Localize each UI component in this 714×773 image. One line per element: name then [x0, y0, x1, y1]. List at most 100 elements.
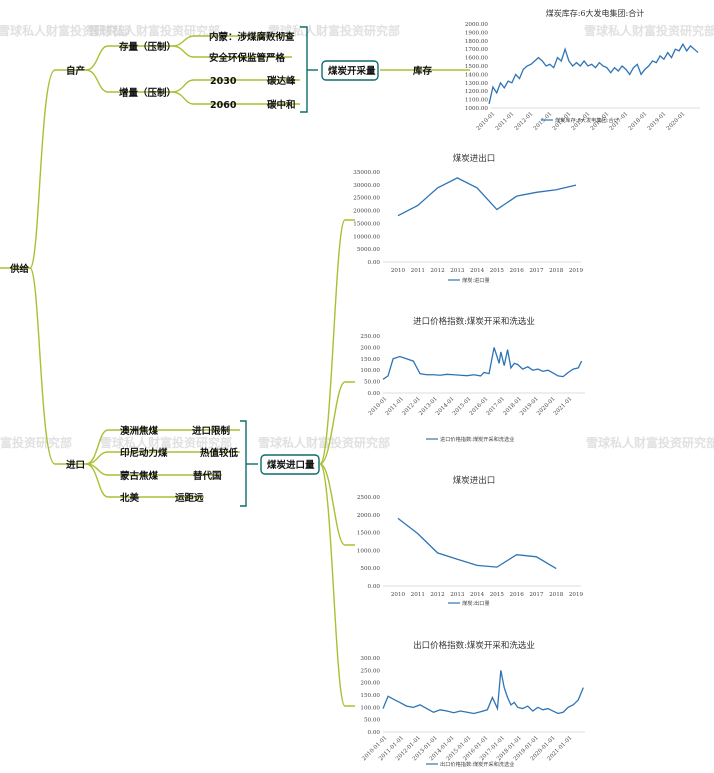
- x-tick-label: 2010-01: [476, 111, 497, 132]
- chart-title: 煤炭进出口: [453, 153, 496, 164]
- x-tick-label: 2021-01: [553, 396, 574, 417]
- x-tick-label: 2015: [490, 268, 505, 274]
- watermark-text: 雪球私人财富投资研究部: [0, 23, 130, 38]
- chart-title: 进口价格指数:煤炭开采和洗选业: [413, 316, 535, 327]
- x-tick-label: 2020-01: [666, 111, 687, 132]
- increment-year-2030[interactable]: 2030: [210, 76, 237, 87]
- x-tick-label: 2014: [470, 268, 485, 274]
- y-tick-label: 1500.00: [357, 531, 381, 537]
- y-tick-label: 5000.00: [357, 247, 381, 253]
- y-tick-label: 0.00: [368, 584, 381, 590]
- y-tick-label: 2500.00: [357, 495, 381, 501]
- watermark-text: 雪球私人财富投资研究部: [586, 435, 714, 450]
- series-line: [382, 670, 584, 715]
- y-tick-label: 1400.00: [465, 72, 489, 78]
- import-source-mongolia[interactable]: 蒙古焦煤: [120, 470, 159, 482]
- legend-label: 出口价格指数:煤炭开采和洗选业: [440, 760, 514, 768]
- chart-title: 出口价格指数:煤炭开采和洗选业: [413, 640, 535, 651]
- import-reason-indonesia[interactable]: 热值较低: [200, 447, 239, 459]
- x-tick-label: 2013: [450, 268, 465, 274]
- coal-mining-box[interactable]: [321, 60, 379, 81]
- increment-target-neutral[interactable]: 碳中和: [267, 99, 296, 111]
- y-tick-label: 100.00: [360, 368, 380, 374]
- y-tick-label: 0.00: [368, 391, 381, 397]
- x-tick-label: 2012-01: [514, 111, 535, 132]
- coal-import-box[interactable]: [260, 454, 320, 475]
- x-tick-label: 2011: [411, 592, 425, 598]
- y-tick-label: 250.00: [360, 334, 380, 340]
- x-tick-label: 2010: [391, 592, 406, 598]
- x-tick-label: 2012: [430, 268, 445, 274]
- x-tick-label: 2012: [430, 592, 445, 598]
- increment-year-2060[interactable]: 2060: [210, 100, 237, 111]
- import-reason-australia[interactable]: 进口限制: [192, 425, 231, 437]
- stock-item-inner-mongolia[interactable]: 内蒙：涉煤腐败彻查: [209, 31, 295, 43]
- watermark-text: 雪球私人财富投资研究部: [88, 23, 220, 38]
- import-source-indonesia[interactable]: 印尼动力煤: [120, 447, 168, 459]
- x-tick-label: 2013-01: [533, 111, 554, 132]
- increment-target-peak[interactable]: 碳达峰: [267, 75, 296, 87]
- x-tick-label: 2013: [450, 592, 465, 598]
- legend-label: 煤炭:出口量: [462, 599, 490, 607]
- x-tick-label: 2019-01: [647, 111, 668, 132]
- import-source-north-america[interactable]: 北美: [120, 492, 140, 504]
- x-tick-label: 2017: [529, 592, 544, 598]
- y-tick-label: 150.00: [360, 693, 380, 699]
- y-tick-label: 35000.00: [353, 170, 380, 176]
- increment-node[interactable]: 增量（压制）: [119, 87, 176, 99]
- stock-node[interactable]: 存量（压制）: [118, 41, 176, 53]
- y-tick-label: 30000.00: [353, 183, 380, 189]
- x-tick-label: 2019: [569, 268, 584, 274]
- x-tick-label: 2010: [391, 268, 406, 274]
- charts-layer: 煤炭库存:6大发电集团:合计 2000.00 1900.00 1800.00 1700.…: [353, 8, 700, 768]
- series-line: [397, 517, 557, 570]
- watermarks: 雪球私人财富投资研究部 雪球私人财富投资研究部 雪球私人财富投资研究部 雪球私人…: [0, 23, 714, 450]
- y-tick-label: 1500.00: [465, 64, 489, 70]
- inventory-node[interactable]: 库存: [412, 65, 433, 77]
- y-tick-label: 20000.00: [353, 209, 380, 215]
- stock-item-safety[interactable]: 安全环保监管严格: [209, 52, 286, 64]
- y-tick-label: 1100.00: [465, 98, 489, 104]
- y-tick-label: 1700.00: [465, 47, 489, 53]
- watermark-text: 雪球私人财富投资研究部: [258, 435, 390, 450]
- y-tick-label: 1900.00: [465, 30, 489, 36]
- connector-lines: [0, 35, 470, 707]
- x-tick-label: 2018-01: [628, 111, 649, 132]
- import-reason-mongolia[interactable]: 替代国: [193, 470, 222, 482]
- x-tick-label: 2018: [549, 592, 564, 598]
- x-tick-label: 2019: [569, 592, 584, 598]
- chart-title: 煤炭库存:6大发电集团:合计: [546, 8, 644, 18]
- watermark-text: 雪球私人财富投资研究部: [100, 435, 232, 450]
- y-tick-label: 25000.00: [353, 196, 380, 202]
- x-tick-label: 2015: [490, 592, 505, 598]
- series-line: [397, 177, 577, 217]
- y-tick-label: 2000.00: [357, 513, 381, 519]
- self-production-node[interactable]: 自产: [66, 65, 86, 77]
- y-tick-label: 50.00: [364, 718, 380, 724]
- root-node[interactable]: 供给: [9, 263, 30, 275]
- y-tick-label: 1000.00: [357, 548, 381, 554]
- y-tick-label: 0.00: [368, 260, 381, 266]
- legend-label: 煤炭库存:6大发电集团:合计: [555, 116, 619, 124]
- y-tick-label: 1300.00: [465, 81, 489, 87]
- x-tick-label: 2018: [549, 268, 564, 274]
- import-node[interactable]: 进口: [66, 459, 85, 471]
- y-tick-label: 100.00: [360, 705, 380, 711]
- y-tick-label: 300.00: [360, 656, 380, 662]
- x-tick-label: 2016: [510, 268, 525, 274]
- import-source-australia[interactable]: 澳洲焦煤: [120, 425, 159, 437]
- coal-mining-label: 煤炭开采量: [328, 65, 376, 77]
- y-tick-label: 150.00: [360, 357, 380, 363]
- x-tick-label: 2017: [529, 268, 544, 274]
- series-line: [382, 347, 583, 380]
- import-reason-north-america[interactable]: 运距远: [175, 493, 204, 504]
- watermark-text: 雪球私人财富投资研究部: [0, 435, 72, 450]
- y-tick-label: 200.00: [360, 681, 380, 687]
- y-tick-label: 10000.00: [353, 234, 380, 240]
- y-tick-label: 1600.00: [465, 56, 489, 62]
- y-tick-label: 50.00: [364, 380, 380, 386]
- y-tick-label: 500.00: [360, 566, 380, 572]
- y-tick-label: 250.00: [360, 668, 380, 674]
- x-tick-label: 2016: [510, 592, 525, 598]
